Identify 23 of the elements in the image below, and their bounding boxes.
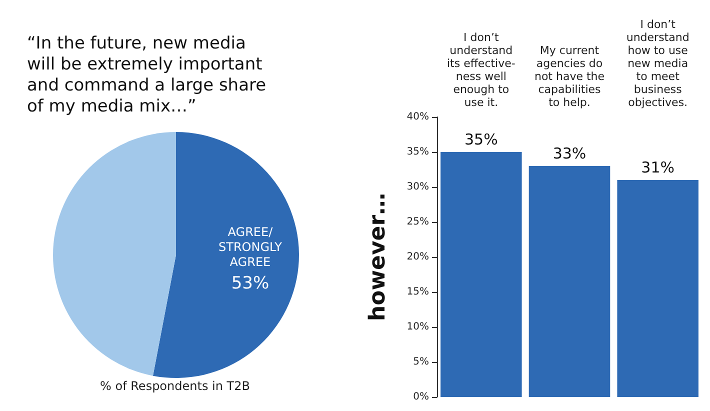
data-label: 33% — [552, 144, 586, 162]
x-tick-label: I don’t understand its effective- ness well enough to use it. — [446, 31, 516, 109]
chart-title: “In the future, new media will be extremely important and command a large share of my media mix…” — [27, 34, 266, 116]
x-tick-label: My current agencies do not have the capabilities to help. — [534, 44, 605, 109]
bar — [617, 180, 698, 397]
y-tick-label: 25% — [406, 216, 429, 228]
bar — [528, 166, 610, 397]
x-tick-label: I don’t understand how to use new media to meet business objectives. — [626, 18, 690, 109]
y-tick-label: 15% — [406, 286, 429, 298]
data-label: 31% — [641, 158, 675, 176]
y-tick-label: 35% — [406, 146, 429, 158]
y-tick-label: 5% — [413, 356, 429, 368]
y-tick-label: 0% — [413, 392, 429, 402]
y-axis-title: however… — [366, 192, 390, 322]
y-tick-label: 40% — [406, 112, 429, 122]
y-tick-label: 30% — [406, 182, 429, 192]
text: % of Respondents in T2B — [100, 379, 250, 393]
y-tick-label: 10% — [406, 322, 429, 332]
y-tick-label: 20% — [406, 252, 429, 262]
data-label: 53% — [231, 274, 270, 294]
data-label: 35% — [464, 130, 498, 148]
slice-label: AGREE/ STRONGLY AGREE — [218, 225, 283, 270]
bar — [440, 152, 522, 397]
